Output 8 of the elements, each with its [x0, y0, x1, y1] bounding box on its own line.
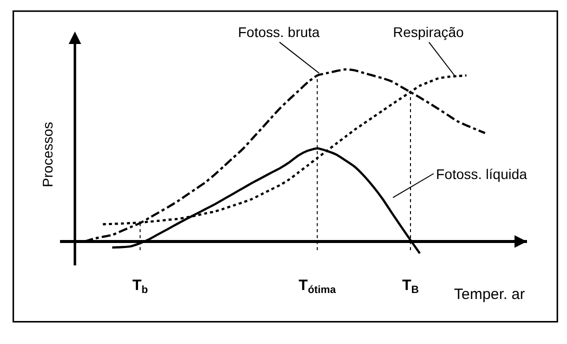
y-axis-title: Processos [40, 122, 56, 188]
text: Respiração [393, 24, 464, 40]
text: Fotoss. bruta [238, 24, 320, 40]
x-tick-label: T$_{b}$ [132, 277, 148, 296]
annotation: Fotoss. líquida [436, 166, 528, 182]
x-tick-label: T$_{ótima}$ [298, 277, 336, 296]
x-axis-title: Temper. ar [454, 286, 525, 303]
x-tick-label: T$_{B}$ [402, 277, 420, 296]
